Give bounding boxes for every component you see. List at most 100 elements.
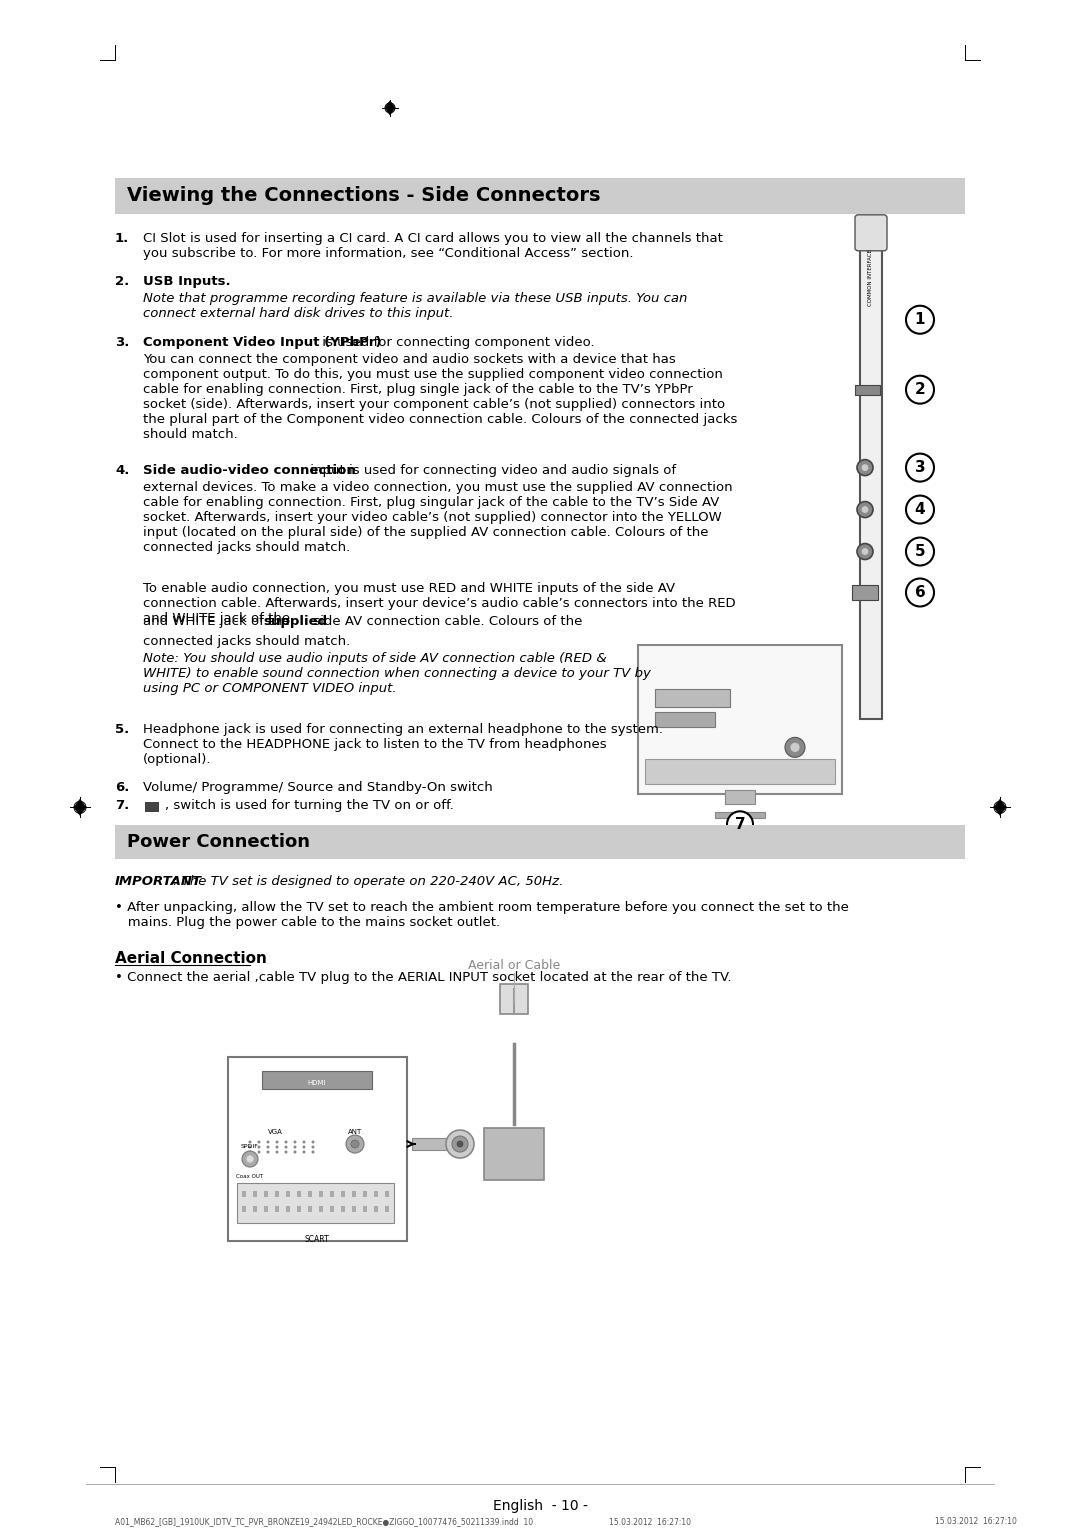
Circle shape (248, 1146, 252, 1149)
Circle shape (257, 1140, 260, 1143)
FancyBboxPatch shape (860, 219, 882, 720)
Text: Side audio-video connection: Side audio-video connection (143, 463, 355, 477)
Text: 1.: 1. (114, 232, 130, 244)
Text: Note: You should use audio inputs of side AV connection cable (RED &
WHITE) to e: Note: You should use audio inputs of sid… (143, 652, 651, 695)
Text: HDMI: HDMI (308, 1080, 326, 1086)
Text: : The TV set is designed to operate on 220-240V AC, 50Hz.: : The TV set is designed to operate on 2… (173, 876, 564, 888)
FancyBboxPatch shape (363, 1190, 367, 1196)
Circle shape (246, 1155, 254, 1163)
Circle shape (785, 738, 805, 758)
FancyBboxPatch shape (484, 1128, 544, 1180)
FancyBboxPatch shape (264, 1206, 268, 1212)
Circle shape (294, 1140, 297, 1143)
Text: CI Slot is used for inserting a CI card. A CI card allows you to view all the ch: CI Slot is used for inserting a CI card.… (143, 232, 723, 260)
Text: Power Connection: Power Connection (127, 833, 310, 851)
FancyBboxPatch shape (715, 813, 765, 819)
Circle shape (311, 1146, 314, 1149)
Circle shape (351, 1140, 359, 1148)
Polygon shape (384, 101, 395, 115)
FancyBboxPatch shape (384, 1206, 389, 1212)
Circle shape (453, 1135, 468, 1152)
FancyBboxPatch shape (253, 1206, 257, 1212)
Text: supplied: supplied (264, 616, 327, 628)
Circle shape (346, 1135, 364, 1154)
Text: Aerial Connection: Aerial Connection (114, 952, 267, 966)
Text: SCART: SCART (305, 1235, 329, 1244)
Circle shape (457, 1141, 463, 1148)
FancyBboxPatch shape (297, 1206, 301, 1212)
Text: 7: 7 (734, 817, 745, 831)
Text: input is used for connecting video and audio signals of: input is used for connecting video and a… (306, 463, 676, 477)
FancyBboxPatch shape (645, 759, 835, 784)
Text: and WHITE jack of the: and WHITE jack of the (143, 616, 295, 628)
Circle shape (275, 1151, 279, 1154)
Text: 5: 5 (915, 544, 926, 559)
FancyBboxPatch shape (855, 215, 887, 251)
FancyBboxPatch shape (114, 177, 966, 214)
FancyBboxPatch shape (286, 1190, 291, 1196)
FancyBboxPatch shape (308, 1206, 312, 1212)
Text: is used for connecting component video.: is used for connecting component video. (318, 336, 595, 348)
Text: Component Video Input (YPbPr): Component Video Input (YPbPr) (143, 336, 381, 348)
Circle shape (311, 1140, 314, 1143)
Text: VGA: VGA (268, 1129, 283, 1135)
Polygon shape (994, 799, 1005, 816)
Circle shape (858, 544, 873, 559)
Circle shape (861, 506, 869, 513)
FancyBboxPatch shape (352, 1206, 356, 1212)
Text: 7.: 7. (114, 799, 130, 813)
Text: 6.: 6. (114, 781, 130, 795)
Text: • After unpacking, allow the TV set to reach the ambient room temperature before: • After unpacking, allow the TV set to r… (114, 902, 849, 929)
Text: ANT: ANT (348, 1129, 362, 1135)
FancyBboxPatch shape (654, 689, 730, 707)
FancyBboxPatch shape (242, 1206, 246, 1212)
Text: 5.: 5. (114, 723, 130, 736)
Text: 2: 2 (915, 382, 926, 397)
FancyBboxPatch shape (638, 645, 842, 795)
FancyBboxPatch shape (262, 1071, 372, 1089)
FancyBboxPatch shape (330, 1190, 334, 1196)
Circle shape (267, 1146, 270, 1149)
Text: connected jacks should match.: connected jacks should match. (143, 636, 350, 648)
Text: 3: 3 (915, 460, 926, 475)
Circle shape (284, 1146, 287, 1149)
Circle shape (906, 306, 934, 333)
FancyBboxPatch shape (411, 1138, 453, 1151)
Text: 15.03.2012  16:27:10: 15.03.2012 16:27:10 (935, 1517, 1017, 1526)
Circle shape (858, 501, 873, 518)
FancyBboxPatch shape (275, 1206, 279, 1212)
FancyBboxPatch shape (275, 1190, 279, 1196)
FancyBboxPatch shape (319, 1206, 323, 1212)
Circle shape (302, 1140, 306, 1143)
FancyBboxPatch shape (297, 1190, 301, 1196)
FancyBboxPatch shape (725, 790, 755, 804)
FancyBboxPatch shape (374, 1206, 378, 1212)
Circle shape (858, 460, 873, 475)
FancyBboxPatch shape (374, 1190, 378, 1196)
Circle shape (257, 1151, 260, 1154)
Text: To enable audio connection, you must use RED and WHITE inputs of the side AV
con: To enable audio connection, you must use… (143, 582, 735, 625)
Text: 3.: 3. (114, 336, 130, 348)
Text: 4.: 4. (114, 463, 130, 477)
FancyBboxPatch shape (341, 1190, 345, 1196)
Text: Volume/ Programme/ Source and Standby-On switch: Volume/ Programme/ Source and Standby-On… (143, 781, 492, 795)
Circle shape (861, 463, 869, 472)
Circle shape (257, 1146, 260, 1149)
Text: side AV connection cable. Colours of the: side AV connection cable. Colours of the (309, 616, 582, 628)
Text: Coax OUT: Coax OUT (237, 1174, 264, 1180)
Text: USB Inputs.: USB Inputs. (143, 275, 231, 287)
Polygon shape (75, 799, 86, 816)
FancyBboxPatch shape (352, 1190, 356, 1196)
Text: Headphone jack is used for connecting an external headphone to the system.
Conne: Headphone jack is used for connecting an… (143, 723, 663, 767)
FancyBboxPatch shape (286, 1206, 291, 1212)
Text: Note that programme recording feature is available via these USB inputs. You can: Note that programme recording feature is… (143, 292, 687, 319)
Circle shape (302, 1151, 306, 1154)
Text: , switch is used for turning the TV on or off.: , switch is used for turning the TV on o… (165, 799, 454, 813)
Circle shape (446, 1131, 474, 1158)
FancyBboxPatch shape (242, 1190, 246, 1196)
FancyBboxPatch shape (341, 1206, 345, 1212)
FancyBboxPatch shape (237, 1183, 394, 1222)
Circle shape (267, 1151, 270, 1154)
Circle shape (284, 1151, 287, 1154)
FancyBboxPatch shape (253, 1190, 257, 1196)
